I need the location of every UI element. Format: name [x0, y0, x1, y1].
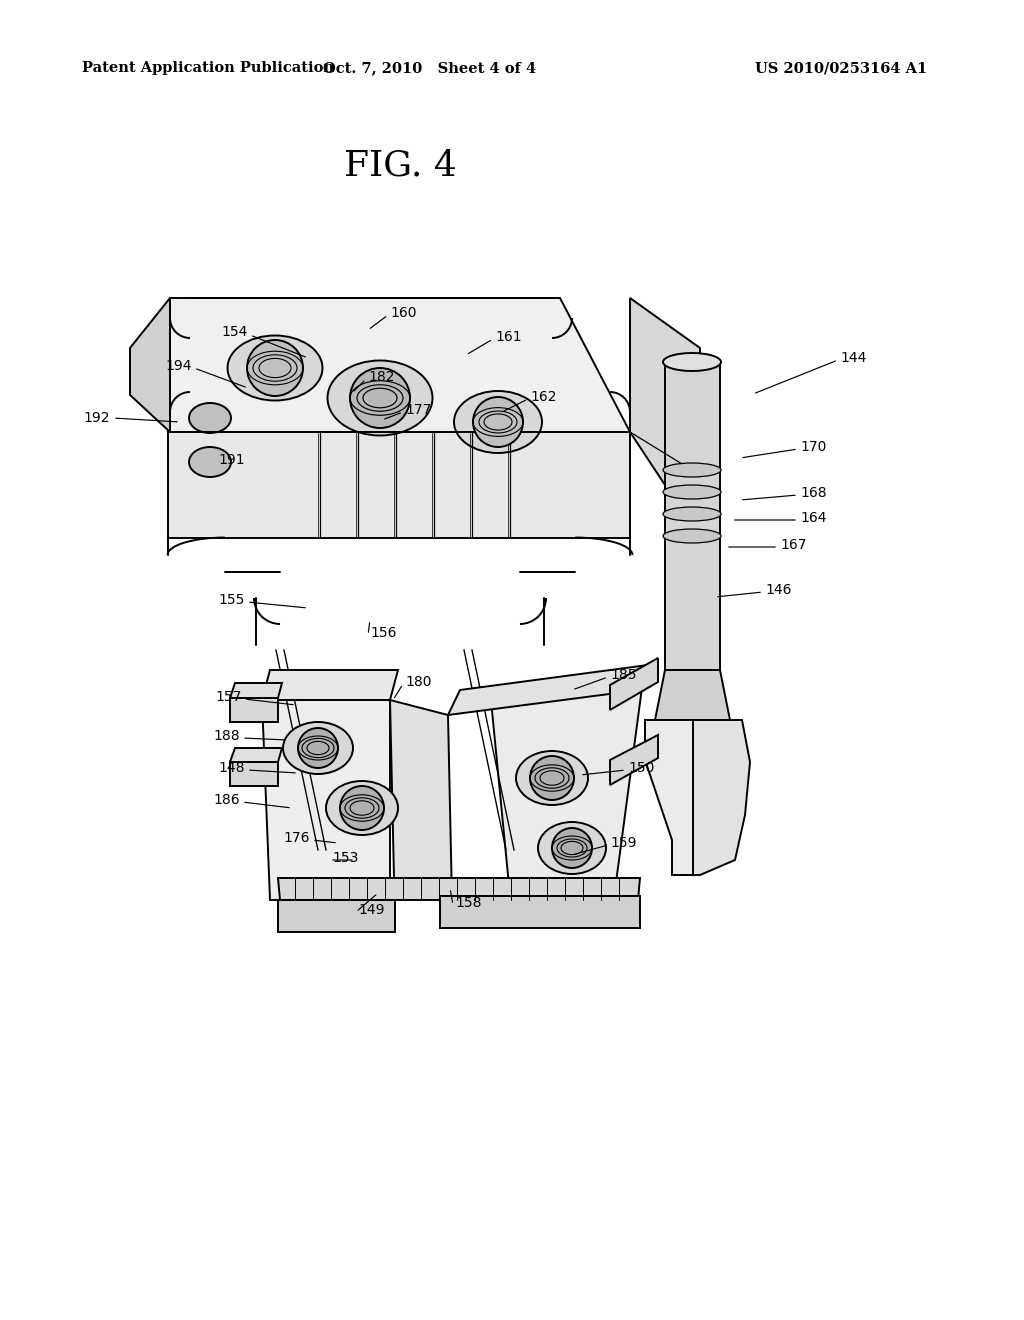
Circle shape: [473, 397, 523, 447]
Ellipse shape: [454, 391, 542, 453]
Text: Oct. 7, 2010   Sheet 4 of 4: Oct. 7, 2010 Sheet 4 of 4: [324, 61, 537, 75]
Text: 144: 144: [840, 351, 866, 366]
Text: 170: 170: [800, 440, 826, 454]
Text: US 2010/0253164 A1: US 2010/0253164 A1: [755, 61, 928, 75]
Text: 160: 160: [390, 306, 417, 319]
Ellipse shape: [663, 507, 721, 521]
Ellipse shape: [538, 822, 606, 874]
Polygon shape: [130, 298, 170, 432]
Text: 167: 167: [780, 539, 807, 552]
Text: 168: 168: [800, 486, 826, 500]
Text: 162: 162: [530, 389, 556, 404]
Text: 185: 185: [610, 668, 637, 682]
Polygon shape: [278, 900, 395, 932]
Ellipse shape: [663, 484, 721, 499]
Polygon shape: [390, 700, 452, 900]
Text: 186: 186: [213, 793, 240, 807]
Text: 176: 176: [284, 832, 310, 845]
Polygon shape: [230, 748, 282, 762]
Polygon shape: [449, 665, 648, 715]
Ellipse shape: [227, 335, 323, 400]
Text: 146: 146: [765, 583, 792, 597]
Polygon shape: [168, 432, 630, 539]
Polygon shape: [230, 762, 278, 785]
Text: 192: 192: [84, 411, 110, 425]
Text: 159: 159: [610, 836, 637, 850]
Text: 150: 150: [628, 762, 654, 775]
Ellipse shape: [283, 722, 353, 774]
Circle shape: [340, 785, 384, 830]
Text: 188: 188: [213, 729, 240, 743]
Polygon shape: [230, 682, 282, 698]
Text: 155: 155: [219, 593, 245, 607]
Ellipse shape: [328, 360, 432, 436]
Text: 157: 157: [216, 690, 242, 704]
Ellipse shape: [663, 352, 721, 371]
Polygon shape: [645, 719, 693, 875]
Circle shape: [350, 368, 410, 428]
Polygon shape: [262, 700, 390, 900]
Text: 149: 149: [358, 903, 384, 917]
Polygon shape: [440, 896, 640, 928]
Circle shape: [298, 729, 338, 768]
Polygon shape: [630, 298, 700, 539]
Polygon shape: [655, 671, 730, 719]
Text: 177: 177: [406, 403, 431, 417]
Text: 164: 164: [800, 511, 826, 525]
Polygon shape: [665, 360, 720, 671]
Circle shape: [247, 341, 303, 396]
Circle shape: [552, 828, 592, 869]
Text: 156: 156: [370, 626, 396, 640]
Circle shape: [530, 756, 574, 800]
Ellipse shape: [663, 463, 721, 477]
Text: 153: 153: [332, 851, 358, 865]
Ellipse shape: [516, 751, 588, 805]
Text: 182: 182: [368, 370, 394, 384]
Text: Patent Application Publication: Patent Application Publication: [82, 61, 334, 75]
Text: 191: 191: [218, 453, 245, 467]
Polygon shape: [672, 719, 750, 875]
Polygon shape: [490, 665, 645, 896]
Ellipse shape: [189, 403, 231, 433]
Text: FIG. 4: FIG. 4: [344, 148, 457, 182]
Polygon shape: [610, 657, 658, 710]
Polygon shape: [168, 298, 630, 432]
Text: 148: 148: [218, 762, 245, 775]
Polygon shape: [262, 671, 398, 700]
Polygon shape: [278, 878, 640, 900]
Polygon shape: [610, 735, 658, 785]
Text: 194: 194: [166, 359, 193, 374]
Ellipse shape: [326, 781, 398, 836]
Text: 154: 154: [221, 325, 248, 339]
Text: 161: 161: [495, 330, 521, 345]
Text: 158: 158: [455, 896, 481, 909]
Ellipse shape: [663, 529, 721, 543]
Text: 180: 180: [406, 675, 431, 689]
Polygon shape: [230, 698, 278, 722]
Ellipse shape: [189, 447, 231, 477]
